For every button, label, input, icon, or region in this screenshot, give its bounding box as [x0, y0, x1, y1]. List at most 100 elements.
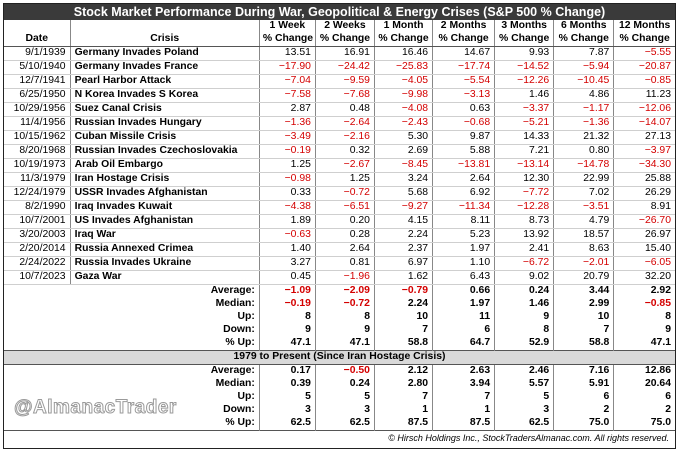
summary-value-cell: 3.94	[432, 378, 496, 391]
summary-value-cell: 87.5	[374, 417, 434, 431]
change-value-cell: 5.30	[374, 130, 434, 145]
date-cell: 12/7/1941	[4, 74, 71, 89]
change-value-cell: 1.25	[315, 172, 375, 187]
summary-value-cell: 0.24	[494, 284, 555, 298]
table-row: 10/19/1973 Arab Oil Embargo 1.25 −2.67 −8.45…	[4, 158, 675, 173]
summary-value-cell: 62.5	[494, 417, 555, 431]
change-value-cell: −3.49	[259, 130, 316, 145]
table-row: 10/7/2023 Gaza War 0.45 −1.96 1.62 6.43 9.02 20…	[4, 270, 675, 285]
change-value-cell: 1.10	[432, 256, 496, 271]
summary-value-cell: 8	[494, 324, 555, 337]
change-value-cell: −1.96	[315, 270, 375, 285]
crisis-cell: Germany Invades Poland	[70, 46, 260, 61]
change-value-cell: −14.52	[494, 60, 555, 75]
change-value-cell: −6.05	[613, 256, 675, 271]
summary-row: Median: −0.19 −0.72 2.24 1.97 1.46 2.99 −0.85	[4, 298, 675, 311]
crisis-performance-table-frame: Stock Market Performance During War, Geo…	[3, 3, 676, 449]
change-value-cell: 0.48	[315, 102, 375, 117]
summary-value-cell: 58.8	[374, 337, 434, 351]
change-value-cell: −0.63	[259, 228, 316, 243]
date-cell: 2/24/2022	[4, 256, 71, 271]
change-value-cell: −11.34	[432, 200, 496, 215]
change-value-cell: −5.54	[432, 74, 496, 89]
change-value-cell: 26.97	[613, 228, 675, 243]
summary-value-cell: 52.9	[494, 337, 555, 351]
summary-value-cell: 9	[315, 324, 375, 337]
table-row: 12/7/1941 Pearl Harbor Attack −7.04 −9.59 −4…	[4, 74, 675, 89]
change-value-cell: 0.80	[553, 144, 615, 159]
summary-value-cell: 5.57	[494, 378, 555, 391]
summary-value-cell: 12.86	[644, 365, 671, 377]
crisis-performance-table: Stock Market Performance During War, Geo…	[4, 4, 675, 445]
change-value-cell: −4.08	[374, 102, 434, 117]
change-value-cell: −1.36	[259, 116, 316, 131]
summary-value-cell: 58.8	[553, 337, 615, 351]
summary-label: Average:	[4, 364, 260, 378]
table-row: 6/25/1950 N Korea Invades S Korea −7.58 −7.…	[4, 88, 675, 103]
summary-value-cell: 75.0	[553, 417, 615, 431]
date-cell: 8/20/1968	[4, 144, 71, 159]
change-value-cell: 16.46	[374, 46, 434, 61]
change-value-cell: −9.98	[374, 88, 434, 103]
table-row: 3/20/2003 Iraq War −0.63 0.28 2.24 5.23 13.92 1…	[4, 228, 675, 243]
crisis-cell: Iraq Invades Kuwait	[70, 200, 260, 215]
change-value-cell: −13.81	[432, 158, 496, 173]
summary-label: Median:	[4, 298, 260, 311]
change-value-cell: −4.38	[259, 200, 316, 215]
change-value-cell: 2.69	[374, 144, 434, 159]
summary-value-cell: 1	[374, 404, 434, 417]
column-header	[70, 20, 260, 33]
summary-row: Average: 0.17 −0.50 2.12 2.63 2.46 7.16 12.86	[4, 364, 675, 378]
summary-row: % Up: 62.5 62.5 87.5 87.5 62.5 75.0 75.0	[4, 417, 675, 431]
crisis-cell: US Invades Afghanistan	[70, 214, 260, 229]
column-header: % Change	[374, 33, 434, 47]
change-value-cell: −3.97	[613, 144, 675, 159]
crisis-cell: Arab Oil Embargo	[70, 158, 260, 173]
change-value-cell: 22.99	[553, 172, 615, 187]
summary-value-cell: 47.1	[259, 337, 316, 351]
change-value-cell: −2.43	[374, 116, 434, 131]
change-value-cell: −9.27	[374, 200, 434, 215]
summary-row: Average: −1.09 −2.09 −0.79 0.66 0.24 3.44 2.92	[4, 284, 675, 298]
table-row: 10/29/1956 Suez Canal Crisis 2.87 0.48 −4.08…	[4, 102, 675, 117]
change-value-cell: −7.72	[494, 186, 555, 201]
summary-value-cell: −0.72	[315, 298, 375, 311]
change-value-cell: 13.51	[259, 46, 316, 61]
summary-value-cell: −0.19	[259, 298, 316, 311]
summary-label: % Up:	[4, 417, 260, 431]
change-value-cell: −3.13	[432, 88, 496, 103]
summary-value-cell: 8	[665, 311, 671, 323]
date-cell: 10/15/1962	[4, 130, 71, 145]
change-value-cell: 2.64	[432, 172, 496, 187]
change-value-cell: −0.68	[432, 116, 496, 131]
change-value-cell: −14.07	[613, 116, 675, 131]
summary-value-cell: 7	[374, 324, 434, 337]
change-value-cell: −4.05	[374, 74, 434, 89]
summary-value-cell: 5	[259, 391, 316, 404]
date-cell: 11/4/1956	[4, 116, 71, 131]
change-value-cell: −3.51	[553, 200, 615, 215]
summary-value-cell: 2.80	[374, 378, 434, 391]
summary-value-cell: −1.09	[259, 284, 316, 298]
change-value-cell: 4.15	[374, 214, 434, 229]
table-row: 8/20/1968 Russian Invades Czechoslovakia −…	[4, 144, 675, 159]
change-value-cell: −7.04	[259, 74, 316, 89]
crisis-cell: Iran Hostage Crisis	[70, 172, 260, 187]
change-value-cell: 7.87	[553, 46, 615, 61]
column-header: 2 Months	[432, 20, 496, 33]
summary-value-cell: 0.17	[259, 364, 316, 378]
summary-row: % Up: 47.1 47.1 58.8 64.7 52.9 58.8 47.1	[4, 337, 675, 351]
change-value-cell: −2.16	[315, 130, 375, 145]
crisis-cell: Suez Canal Crisis	[70, 102, 260, 117]
column-header: % Change	[432, 33, 496, 47]
column-header: 1 Week	[259, 20, 316, 33]
change-value-cell: 14.67	[432, 46, 496, 61]
date-cell: 9/1/1939	[4, 46, 71, 61]
summary-value-cell: 5	[494, 391, 555, 404]
summary-label: Down:	[4, 404, 260, 417]
crisis-cell: Russian Invades Czechoslovakia	[70, 144, 260, 159]
change-value-cell: −1.36	[553, 116, 615, 131]
change-value-cell: 21.32	[553, 130, 615, 145]
table-row: 10/7/2001 US Invades Afghanistan 1.89 0.20 4…	[4, 214, 675, 229]
summary-row: Down: 3 3 1 1 3 2 2	[4, 404, 675, 417]
